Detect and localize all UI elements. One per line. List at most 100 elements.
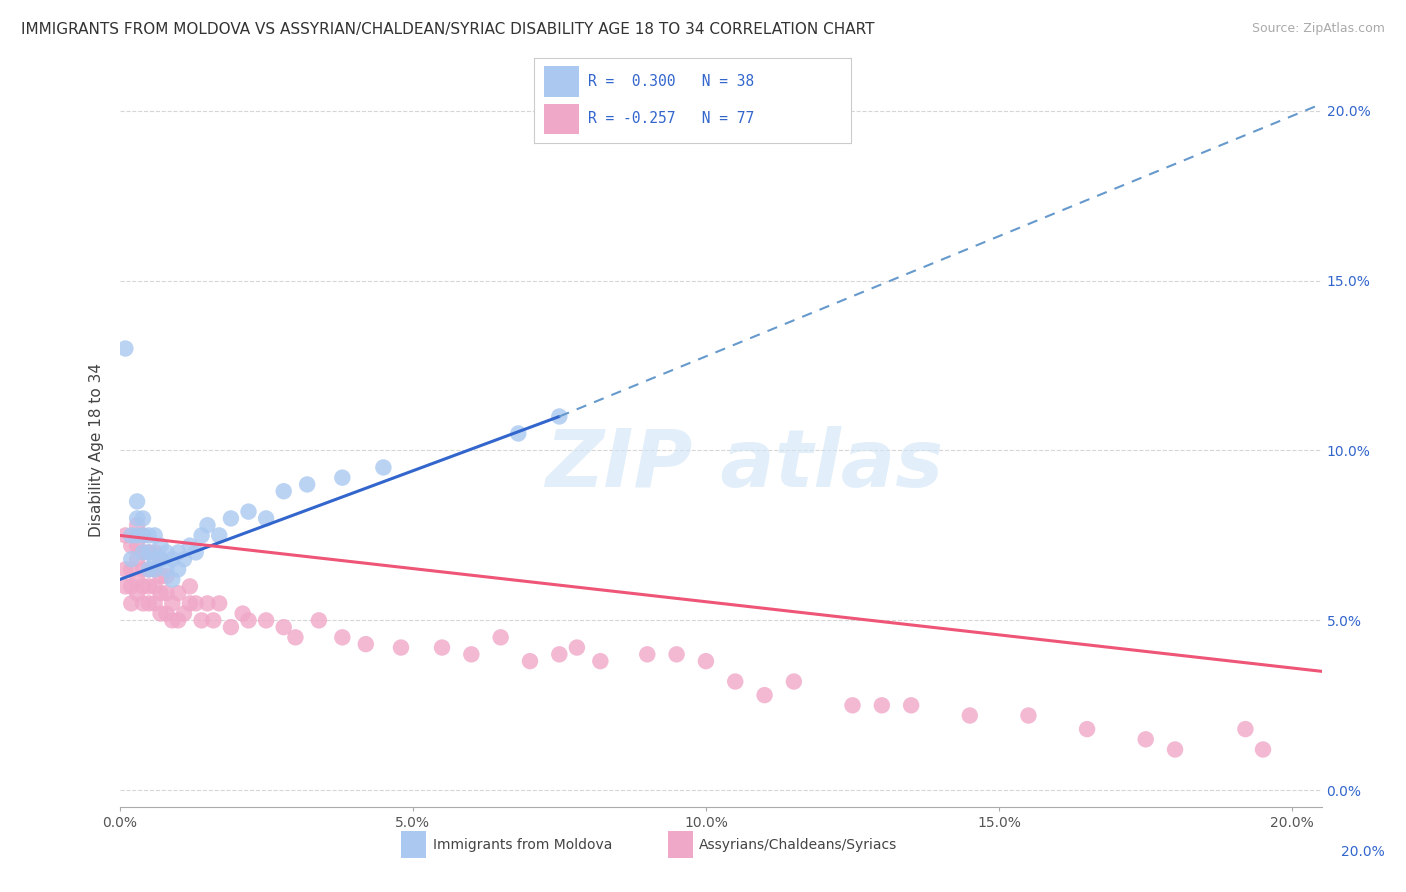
Point (190, 613, 212, 627)
Point (173, 607, 195, 621)
Point (162, 573, 184, 587)
Point (132, 528, 155, 542)
Point (308, 613, 330, 627)
Point (143, 545, 166, 559)
Point (841, 698, 863, 713)
Point (143, 552, 166, 566)
Point (1164, 742, 1187, 756)
Text: R =  0.300   N = 38: R = 0.300 N = 38 (588, 74, 754, 89)
Point (565, 640, 588, 655)
Y-axis label: Disability Age 18 to 34: Disability Age 18 to 34 (89, 363, 104, 538)
Point (330, 470, 353, 484)
Point (184, 596, 207, 610)
Point (184, 545, 207, 559)
Point (548, 648, 571, 662)
Point (330, 631, 353, 645)
Point (430, 640, 453, 655)
Point (127, 518, 149, 533)
Point (132, 545, 155, 559)
Text: ZIP atlas: ZIP atlas (546, 425, 943, 504)
Point (695, 654, 717, 668)
Point (354, 637, 377, 651)
Point (127, 539, 149, 553)
Point (959, 708, 981, 723)
Point (284, 631, 307, 645)
Point (167, 562, 190, 576)
Point (208, 596, 231, 610)
Point (870, 698, 893, 713)
Point (190, 528, 212, 542)
Point (295, 477, 318, 491)
Point (519, 654, 541, 668)
Text: Assyrians/Chaldeans/Syriacs: Assyrians/Chaldeans/Syriacs (699, 838, 897, 852)
Point (162, 596, 184, 610)
Point (149, 539, 172, 553)
Point (132, 596, 155, 610)
Point (167, 586, 190, 600)
Point (127, 552, 149, 566)
Point (155, 545, 177, 559)
Point (389, 640, 412, 655)
Point (138, 579, 160, 593)
Point (232, 607, 254, 621)
Bar (544, 67, 579, 97)
Point (155, 562, 177, 576)
Point (138, 562, 160, 576)
Point (219, 511, 242, 525)
Point (508, 426, 530, 441)
Point (1234, 722, 1257, 736)
Point (548, 409, 571, 424)
Point (114, 579, 136, 593)
Point (489, 631, 512, 645)
Point (208, 528, 231, 542)
Point (120, 552, 142, 566)
Point (219, 620, 242, 634)
Point (202, 613, 225, 627)
Point (149, 552, 172, 566)
Point (120, 596, 142, 610)
Point (120, 562, 142, 576)
Point (155, 586, 177, 600)
Text: R = -0.257   N = 77: R = -0.257 N = 77 (588, 112, 754, 127)
Text: IMMIGRANTS FROM MOLDOVA VS ASSYRIAN/CHALDEAN/SYRIAC DISABILITY AGE 18 TO 34 CORR: IMMIGRANTS FROM MOLDOVA VS ASSYRIAN/CHAL… (21, 22, 875, 37)
Point (149, 586, 172, 600)
Point (138, 562, 160, 576)
Point (138, 545, 160, 559)
Point (120, 539, 142, 553)
Point (114, 528, 136, 542)
Point (138, 528, 160, 542)
Point (900, 698, 922, 713)
Point (254, 511, 277, 525)
Point (167, 613, 190, 627)
Point (143, 579, 166, 593)
Text: Source: ZipAtlas.com: Source: ZipAtlas.com (1251, 22, 1385, 36)
Point (589, 654, 612, 668)
Point (373, 460, 395, 475)
Point (143, 528, 166, 542)
Point (783, 674, 806, 689)
Point (132, 562, 155, 576)
Point (724, 674, 747, 689)
Point (120, 528, 142, 542)
Point (127, 573, 149, 587)
Point (127, 511, 149, 525)
Point (273, 484, 295, 499)
Point (197, 518, 219, 533)
Point (197, 596, 219, 610)
Point (1076, 722, 1098, 736)
Point (273, 620, 295, 634)
Bar (544, 103, 579, 134)
Point (254, 613, 277, 627)
Point (132, 528, 155, 542)
Point (1251, 742, 1274, 756)
Point (179, 539, 201, 553)
Point (138, 596, 160, 610)
Point (179, 579, 201, 593)
Text: 20.0%: 20.0% (1341, 845, 1385, 859)
Point (132, 579, 155, 593)
Point (636, 648, 658, 662)
Point (754, 688, 776, 702)
Point (238, 505, 260, 519)
Point (149, 607, 172, 621)
Point (238, 613, 260, 627)
